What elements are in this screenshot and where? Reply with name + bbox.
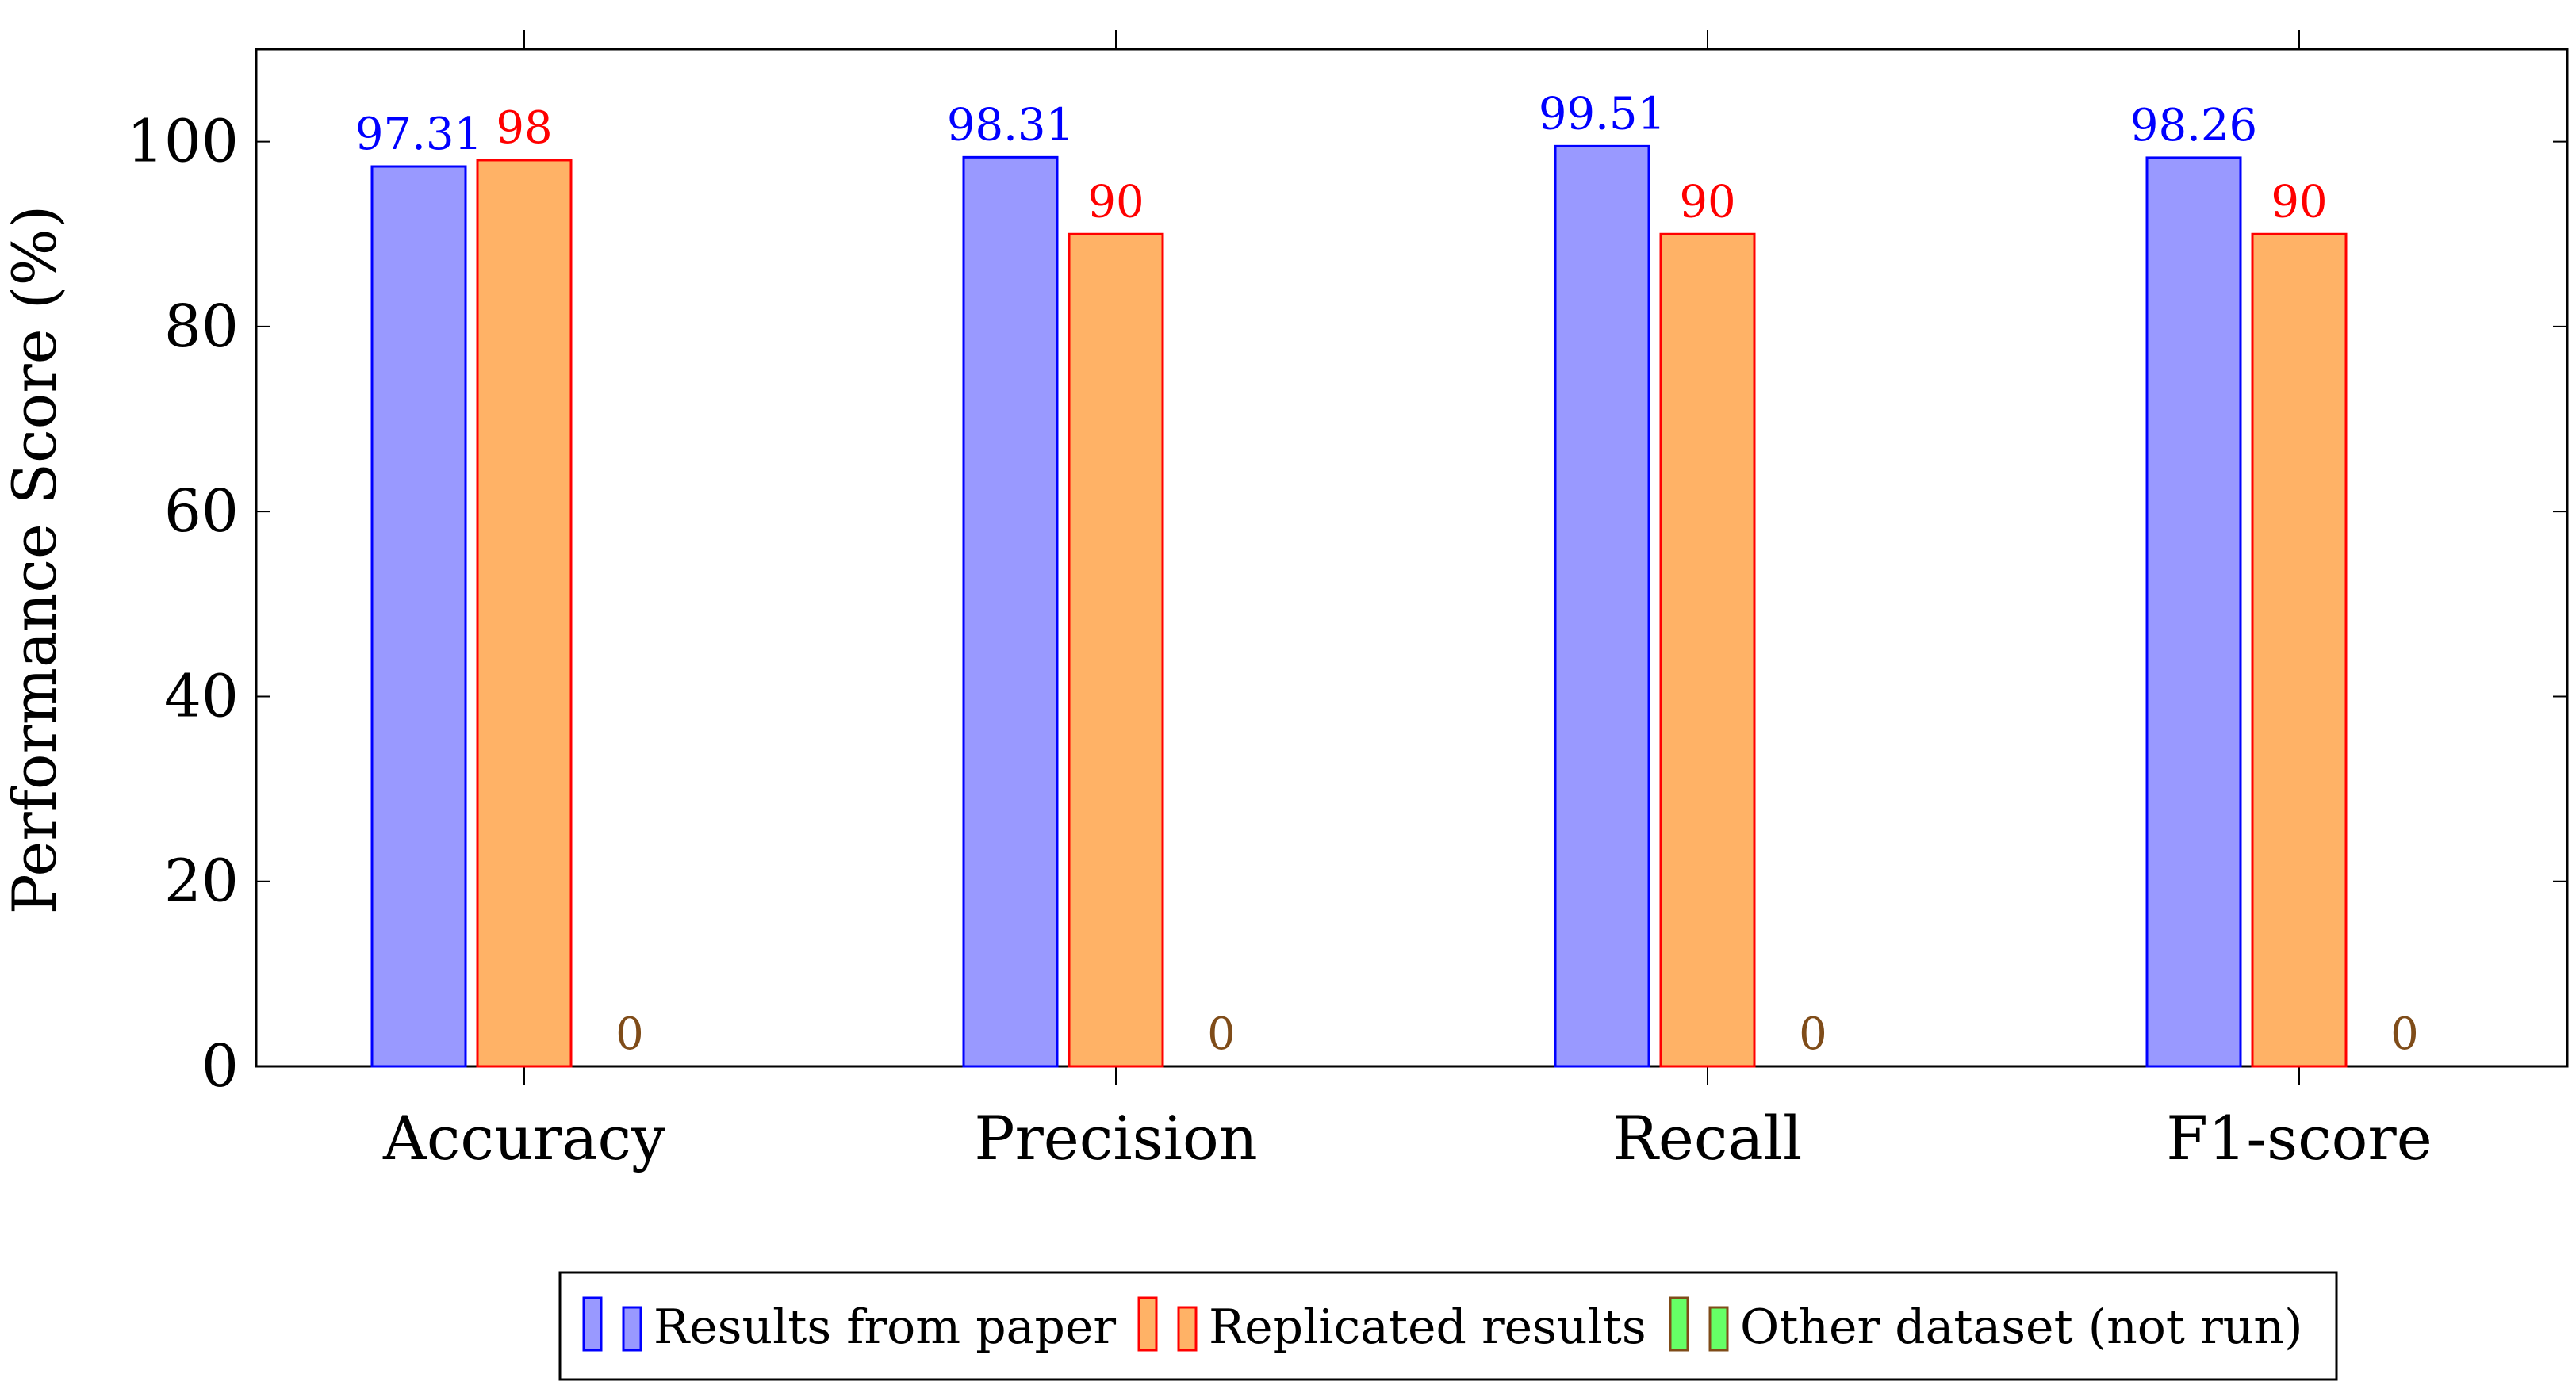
bar-value-label: 0 — [1207, 1008, 1236, 1060]
bar — [1554, 144, 1650, 1068]
bar-value-label: 90 — [2271, 176, 2327, 228]
x-tick-label: F1-score — [2166, 1103, 2432, 1173]
bar-value-label: 90 — [1679, 176, 1735, 228]
plot-frame — [255, 48, 2569, 1068]
bar — [1659, 232, 1756, 1068]
bar-value-label: 0 — [615, 1008, 644, 1060]
bar — [476, 159, 573, 1068]
legend-swatch — [582, 1296, 603, 1352]
y-tick-label: 40 — [164, 662, 239, 730]
bar-value-label: 98.31 — [947, 99, 1074, 151]
bar — [2251, 232, 2348, 1068]
x-tick-label: Recall — [1613, 1103, 1803, 1173]
bar — [2145, 156, 2242, 1068]
legend-swatch — [1137, 1296, 1158, 1352]
legend-swatch — [1177, 1306, 1198, 1352]
y-axis-title: Performance Score (%) — [0, 205, 70, 915]
x-tick-label: Precision — [974, 1103, 1257, 1173]
legend-box — [558, 1271, 2338, 1381]
axis-ticks — [256, 30, 2567, 1085]
y-tick-label: 60 — [164, 477, 239, 545]
bar-value-label: 97.31 — [355, 109, 482, 160]
bar — [962, 155, 1059, 1068]
plot-area — [255, 48, 2569, 1068]
y-tick-label: 0 — [201, 1032, 239, 1100]
legend-swatch — [1669, 1296, 1689, 1352]
bar — [370, 165, 467, 1068]
legend-label: Other dataset (not run) — [1740, 1299, 2302, 1355]
bar-value-label: 0 — [1799, 1008, 1827, 1060]
bars — [370, 144, 2348, 1068]
bar-value-label: 0 — [2390, 1008, 2419, 1060]
x-tick-label: Accuracy — [382, 1103, 665, 1173]
axis-labels: 0 20 40 60 80 100 Accuracy Precision Recall F1-sc… — [127, 108, 2432, 1173]
bar-value-label: 90 — [1087, 176, 1144, 228]
y-tick-label: 80 — [164, 293, 239, 361]
legend-label: Replicated results — [1209, 1299, 1646, 1355]
y-tick-label: 20 — [164, 848, 239, 916]
bar-value-label: 98.26 — [2130, 100, 2257, 151]
legend-label: Results from paper — [654, 1299, 1116, 1355]
legend-swatch — [622, 1306, 642, 1352]
bar-value-label: 99.51 — [1539, 88, 1666, 140]
bar — [1068, 232, 1164, 1068]
y-tick-label: 100 — [127, 108, 239, 176]
legend-swatch — [1708, 1306, 1729, 1352]
bar-value-label: 98 — [496, 102, 552, 154]
legend: Results from paper Replicated results Othe… — [558, 1271, 2338, 1381]
